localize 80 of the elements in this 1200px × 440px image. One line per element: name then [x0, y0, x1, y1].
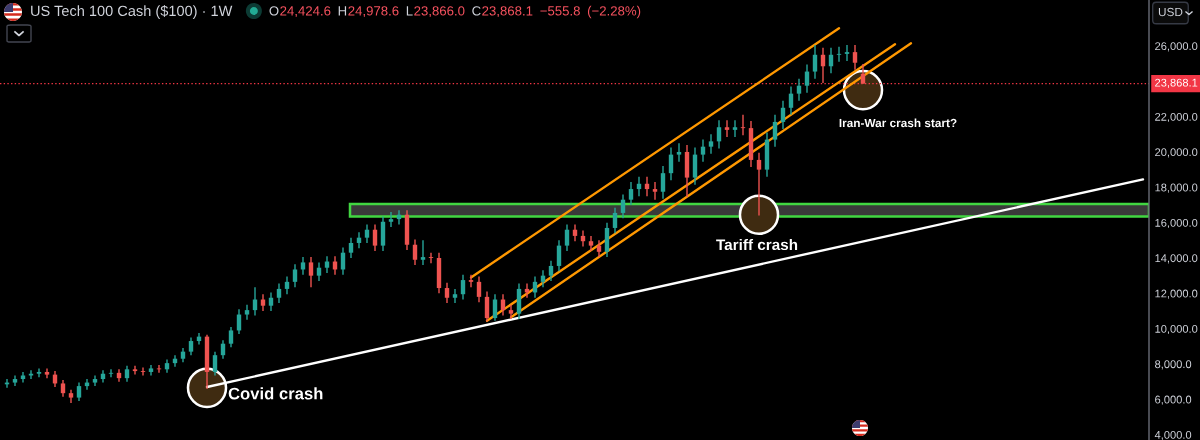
candlestick [28, 369, 34, 380]
ref-line-label: 23,868.1 [1155, 78, 1198, 88]
candlestick [788, 85, 794, 116]
candlestick [76, 381, 82, 402]
candlestick [716, 119, 722, 150]
candlestick [844, 44, 850, 62]
candlestick [628, 181, 634, 206]
candlestick [316, 261, 322, 282]
candlestick [724, 119, 730, 138]
candlestick [140, 366, 146, 377]
y-tick-label: 6,000.0 [1155, 395, 1192, 405]
candlestick [852, 44, 858, 71]
candlestick [148, 364, 154, 377]
candlestick [412, 238, 418, 266]
y-tick-label: 8,000.0 [1155, 360, 1192, 370]
candlestick [612, 206, 618, 234]
candlestick [132, 365, 138, 376]
candlestick [676, 142, 682, 163]
candlestick [268, 291, 274, 312]
chart-title: US Tech 100 Cash ($100) · 1W [31, 5, 233, 19]
candlestick [692, 146, 698, 186]
y-tick-label: 16,000.0 [1155, 218, 1198, 229]
y-tick-label: 4,000.0 [1154, 430, 1192, 440]
candlestick [348, 236, 354, 259]
candlestick [244, 304, 250, 321]
annotation: Iran-War crash start? [839, 118, 957, 128]
annotation: Covid crash [228, 387, 323, 400]
candlestick [812, 44, 818, 80]
candlestick [36, 367, 42, 378]
candlestick [420, 239, 426, 266]
candlestick [292, 263, 298, 288]
y-tick-label: 14,000.0 [1155, 254, 1198, 264]
candlestick [564, 223, 570, 252]
candlestick [588, 235, 594, 252]
candlestick [476, 275, 482, 303]
point [738, 194, 780, 235]
candlestick [276, 282, 282, 304]
y-tick-label: 22,000.0 [1155, 112, 1198, 123]
candlestick [364, 223, 370, 244]
candlestick [460, 274, 466, 301]
candlestick [604, 221, 610, 258]
candlestick [444, 282, 450, 304]
candlestick [780, 100, 786, 130]
candlestick [108, 368, 114, 378]
text: O24,424.6 H24,978.6 L23,866.0 C23,868.1 −555.8 (−2.28%) [269, 5, 641, 19]
candlestick [732, 119, 738, 138]
candlestick [660, 165, 666, 200]
candlestick [452, 288, 458, 304]
y-tick-label: 12,000.0 [1155, 289, 1198, 299]
candlestick [796, 77, 802, 102]
candlestick [548, 259, 554, 282]
candlestick [156, 364, 162, 374]
candlestick [228, 326, 234, 348]
y-axis-title: USD [1158, 7, 1183, 17]
y-tick-label: 18,000.0 [1155, 183, 1198, 193]
y-tick-label: 20,000.0 [1155, 148, 1198, 158]
candlestick [468, 274, 474, 288]
candlestick [380, 215, 386, 252]
candlestick [44, 367, 50, 379]
candlestick [308, 256, 314, 288]
candlestick [508, 304, 514, 320]
candlestick [860, 63, 866, 85]
candlestick [388, 211, 394, 228]
candlestick [620, 193, 626, 219]
candlestick [700, 138, 706, 163]
candlestick [836, 46, 842, 63]
candlestick [708, 133, 714, 155]
annotation: Tariff crash [716, 238, 798, 251]
candlestick [556, 239, 562, 272]
y-tick-label: 10,000.0 [1155, 324, 1198, 335]
candlestick [804, 63, 810, 94]
candlestick [652, 181, 658, 201]
y-tick-label: 26,000.0 [1155, 42, 1198, 52]
candlestick [428, 251, 434, 264]
candlestick [740, 114, 746, 136]
candlestick [372, 223, 378, 252]
candlestick [756, 152, 762, 217]
candlestick [212, 350, 218, 377]
candlestick [484, 290, 490, 323]
candlestick [772, 114, 778, 148]
